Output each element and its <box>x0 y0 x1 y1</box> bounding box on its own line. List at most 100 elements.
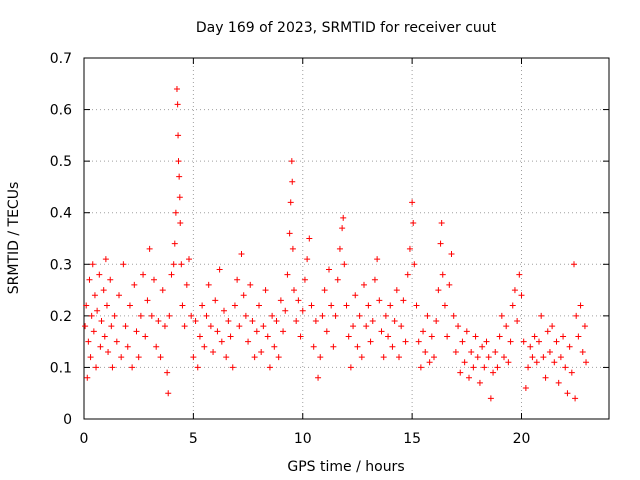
data-point <box>347 364 354 371</box>
data-point <box>551 359 558 366</box>
data-point <box>400 297 407 304</box>
data-point <box>459 338 466 345</box>
data-point <box>176 194 183 201</box>
data-point <box>562 364 569 371</box>
data-point <box>203 312 210 319</box>
data-point <box>393 287 400 294</box>
data-point <box>410 220 417 227</box>
data-point <box>343 302 350 309</box>
data-point <box>572 395 579 402</box>
data-point <box>404 271 411 278</box>
y-tick-label: 0.7 <box>50 51 72 67</box>
data-point <box>448 250 455 257</box>
data-point <box>176 173 183 180</box>
data-point <box>214 328 221 335</box>
data-point <box>175 158 182 165</box>
data-point <box>487 395 494 402</box>
data-point <box>531 333 538 340</box>
data-point <box>369 318 376 325</box>
data-point <box>498 312 505 319</box>
data-point <box>247 281 254 288</box>
data-point <box>280 328 287 335</box>
data-point <box>492 348 499 355</box>
data-point <box>146 245 153 252</box>
data-point <box>455 323 462 330</box>
data-point <box>212 297 219 304</box>
data-point <box>186 256 192 263</box>
data-point <box>363 323 370 330</box>
x-tick-label: 15 <box>403 431 421 447</box>
data-point <box>111 312 118 319</box>
x-axis-label: GPS time / hours <box>287 459 404 475</box>
data-point <box>155 318 162 325</box>
data-point <box>192 318 199 325</box>
data-point <box>260 323 267 330</box>
data-point <box>238 250 245 257</box>
data-point <box>242 312 249 319</box>
data-point <box>174 101 181 108</box>
data-point <box>284 271 291 278</box>
data-point <box>218 338 225 345</box>
data-point <box>282 307 289 314</box>
data-point <box>319 312 326 319</box>
data-point <box>178 261 185 268</box>
data-point <box>190 354 197 361</box>
data-point <box>88 312 95 319</box>
data-point <box>304 256 311 263</box>
x-tick-label: 0 <box>80 431 89 447</box>
data-point <box>356 312 363 319</box>
data-point <box>350 323 357 330</box>
data-point <box>165 390 172 397</box>
data-point <box>144 297 151 304</box>
data-point <box>529 354 536 361</box>
data-point <box>317 354 324 361</box>
data-point <box>245 338 252 345</box>
data-point <box>457 369 464 376</box>
data-point <box>507 338 514 345</box>
data-point <box>378 328 385 335</box>
data-point <box>153 343 160 350</box>
data-point <box>113 338 120 345</box>
data-point <box>269 312 276 319</box>
data-point <box>439 271 446 278</box>
data-point <box>170 261 177 268</box>
data-point <box>339 225 346 232</box>
data-point <box>345 333 352 340</box>
data-point <box>102 256 109 263</box>
data-point <box>137 312 144 319</box>
data-points <box>82 85 590 402</box>
data-point <box>98 318 105 325</box>
data-point <box>312 318 319 325</box>
data-point <box>431 354 437 361</box>
data-point <box>341 261 348 268</box>
data-point <box>402 338 409 345</box>
data-point <box>411 261 418 268</box>
data-point <box>555 379 562 386</box>
data-point <box>479 343 486 350</box>
data-point <box>452 348 459 355</box>
data-point <box>177 220 184 227</box>
data-point <box>323 328 330 335</box>
data-point <box>105 348 112 355</box>
data-point <box>426 359 433 366</box>
y-tick-label: 0.3 <box>50 257 72 273</box>
data-point <box>221 307 227 314</box>
data-point <box>560 333 567 340</box>
data-point <box>266 364 273 371</box>
data-point <box>581 323 588 330</box>
data-point <box>223 354 230 361</box>
data-point <box>89 261 96 268</box>
data-point <box>417 364 424 371</box>
data-point <box>86 276 93 283</box>
data-point <box>164 369 171 376</box>
data-point <box>435 287 442 294</box>
x-tick-label: 10 <box>294 431 312 447</box>
data-point <box>227 333 234 340</box>
data-point <box>496 333 503 340</box>
data-point <box>148 312 155 319</box>
data-point <box>553 338 560 345</box>
data-point <box>122 323 129 330</box>
data-point <box>175 132 182 139</box>
data-point <box>466 374 472 381</box>
data-point <box>352 292 359 299</box>
